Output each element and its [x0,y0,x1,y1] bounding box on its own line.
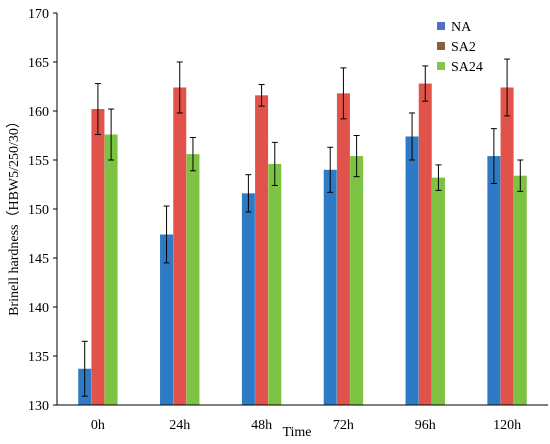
y-tick-label: 160 [28,105,49,120]
bar-na-24h [160,234,174,405]
x-axis-title: Time [282,425,311,440]
bar-sa2-72h [336,93,350,406]
bar-sa24-0h [104,134,118,405]
legend-swatch-sa2 [437,42,445,50]
x-axis-ticks: 0h 24h 48h 72h 96h 120h [91,418,521,433]
bar-na-72h [323,169,337,405]
legend-swatch-na [437,22,445,30]
bar-sa24-96h [431,177,445,405]
x-tick-label: 120h [493,418,521,433]
bar-sa24-120h [513,175,527,405]
x-tick-label: 72h [333,418,354,433]
y-tick-label: 145 [28,252,49,267]
bar-sa24-72h [350,156,364,405]
y-tick-label: 140 [28,301,49,316]
bar-na-96h [405,136,419,406]
x-tick-label: 96h [415,418,436,433]
bar-sa24-48h [268,163,282,405]
y-tick-label: 130 [28,399,49,414]
legend-swatch-sa24 [437,62,445,70]
bar-na-120h [487,156,501,405]
legend-label-na: NA [451,20,472,35]
y-tick-label: 170 [28,7,49,22]
y-axis-title: Brinell hardness（HBW5/250/30） [6,114,22,316]
bar-sa2-0h [91,109,105,405]
y-tick-label: 155 [28,154,49,169]
x-tick-label: 0h [91,418,105,433]
x-tick-label: 48h [251,418,272,433]
legend: NA SA2 SA24 [437,20,483,75]
axes [56,13,548,406]
x-tick-label: 24h [169,418,190,433]
bar-sa2-96h [418,83,432,405]
y-tick-label: 150 [28,203,49,218]
bar-na-48h [241,193,255,405]
bar-series [78,83,527,406]
bar-sa24-24h [186,154,200,405]
bar-sa2-120h [500,87,514,405]
legend-label-sa2: SA2 [451,40,476,55]
y-tick-label: 165 [28,56,49,71]
error-bars [81,58,524,397]
y-axis-ticks: 130 135 140 145 150 155 160 165 170 [28,7,57,414]
bar-sa2-48h [255,95,269,405]
bar-sa2-24h [173,87,187,405]
legend-label-sa24: SA24 [451,60,483,75]
y-tick-label: 135 [28,350,49,365]
